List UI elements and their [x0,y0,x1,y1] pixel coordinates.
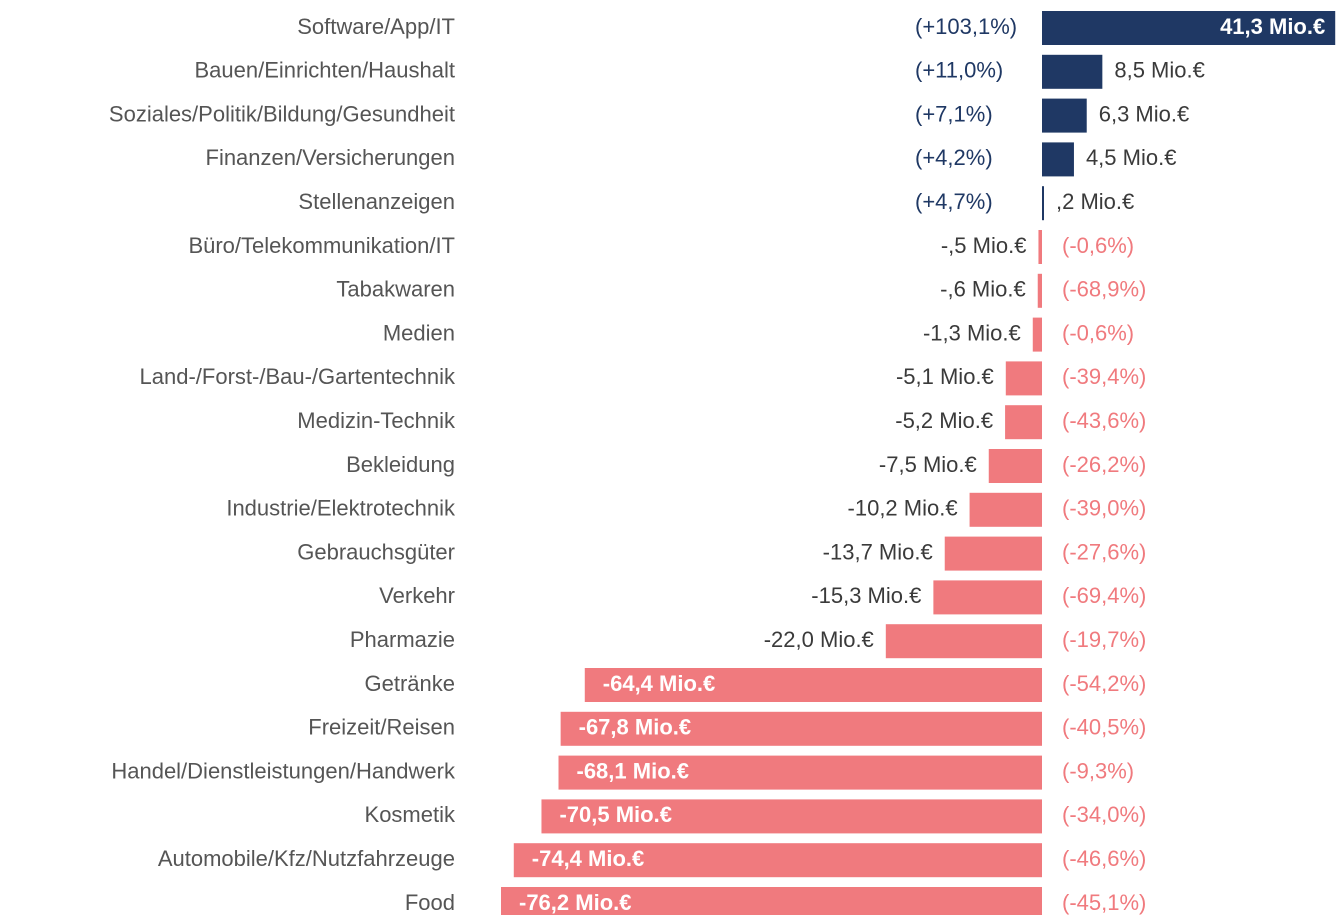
value-label: -76,2 Mio.€ [519,890,631,915]
category-label: Land-/Forst-/Bau-/Gartentechnik [140,364,456,389]
change-label: (-54,2%) [1062,671,1146,696]
category-label: Gebrauchsgüter [297,539,455,564]
bar [1042,142,1074,177]
change-label: (-39,0%) [1062,496,1146,521]
change-label: (+7,1%) [915,101,993,126]
bar [541,799,1042,834]
value-label: -15,3 Mio.€ [811,583,921,608]
value-label: -10,2 Mio.€ [848,496,958,521]
change-label: (-27,6%) [1062,539,1146,564]
value-label: -,6 Mio.€ [940,277,1026,302]
bar [513,843,1042,878]
category-label: Büro/Telekommunikation/IT [188,233,455,258]
bar [1042,11,1336,45]
category-label: Medien [383,320,455,345]
change-label: (-39,4%) [1062,364,1146,389]
change-label: (-19,7%) [1062,627,1146,652]
bar [969,492,1042,527]
change-label: (-40,5%) [1062,715,1146,740]
value-label: -5,1 Mio.€ [896,364,994,389]
category-label: Bauen/Einrichten/Haushalt [195,58,456,83]
change-label: (-0,6%) [1062,320,1134,345]
category-label: Getränke [365,671,456,696]
bar [988,449,1042,483]
change-label: (-9,3%) [1062,758,1134,783]
bar [1032,317,1042,352]
change-label: (+11,0%) [915,58,1003,83]
value-label: -1,3 Mio.€ [923,320,1021,345]
category-label: Soziales/Politik/Bildung/Gesundheit [109,101,455,126]
value-label: -67,8 Mio.€ [579,715,691,740]
change-label: (-46,6%) [1062,846,1146,871]
change-label: (+4,7%) [915,189,993,214]
bar [501,887,1042,915]
category-label: Kosmetik [365,802,456,827]
bar [1042,186,1044,221]
value-label: -64,4 Mio.€ [603,671,715,696]
bar [1042,98,1087,133]
change-label: (-43,6%) [1062,408,1146,433]
category-label: Stellenanzeigen [298,189,455,214]
bar [1037,273,1042,308]
bar [885,624,1042,659]
value-label: -74,4 Mio.€ [532,846,644,871]
change-label: (-69,4%) [1062,583,1146,608]
value-label: 41,3 Mio.€ [1220,14,1325,39]
category-label: Tabakwaren [336,277,455,302]
category-label: Medizin-Technik [297,408,456,433]
change-label: (-34,0%) [1062,802,1146,827]
value-label: 6,3 Mio.€ [1099,101,1190,126]
value-label: -70,5 Mio.€ [559,802,671,827]
value-label: -5,2 Mio.€ [895,408,993,433]
bar [944,536,1042,571]
value-label: -22,0 Mio.€ [764,627,874,652]
category-label: Pharmazie [350,627,455,652]
value-label: -68,1 Mio.€ [577,758,689,783]
bar [1005,361,1042,396]
change-label: (+4,2%) [915,145,993,170]
value-label: ,2 Mio.€ [1056,189,1134,214]
category-label: Bekleidung [346,452,455,477]
category-label: Freizeit/Reisen [308,715,455,740]
value-label: -,5 Mio.€ [941,233,1027,258]
category-label: Verkehr [379,583,455,608]
value-label: 4,5 Mio.€ [1086,145,1177,170]
value-label: 8,5 Mio.€ [1114,58,1205,83]
change-label: (-0,6%) [1062,233,1134,258]
category-label: Food [405,890,455,915]
bar [1042,54,1103,89]
change-label: (-26,2%) [1062,452,1146,477]
category-label: Finanzen/Versicherungen [206,145,456,170]
bar [933,580,1042,615]
value-label: -13,7 Mio.€ [823,539,933,564]
category-label: Industrie/Elektrotechnik [226,496,456,521]
bar [558,755,1042,790]
category-label: Handel/Dienstleistungen/Handwerk [111,758,456,783]
bar [1005,405,1042,440]
change-label: (+103,1%) [915,14,1017,39]
bar [584,668,1042,702]
bar [1038,230,1042,264]
value-label: -7,5 Mio.€ [879,452,977,477]
bar [560,711,1042,746]
change-label: (-68,9%) [1062,277,1146,302]
change-label: (-45,1%) [1062,890,1146,915]
category-label: Automobile/Kfz/Nutzfahrzeuge [158,846,455,871]
category-label: Software/App/IT [297,14,455,39]
